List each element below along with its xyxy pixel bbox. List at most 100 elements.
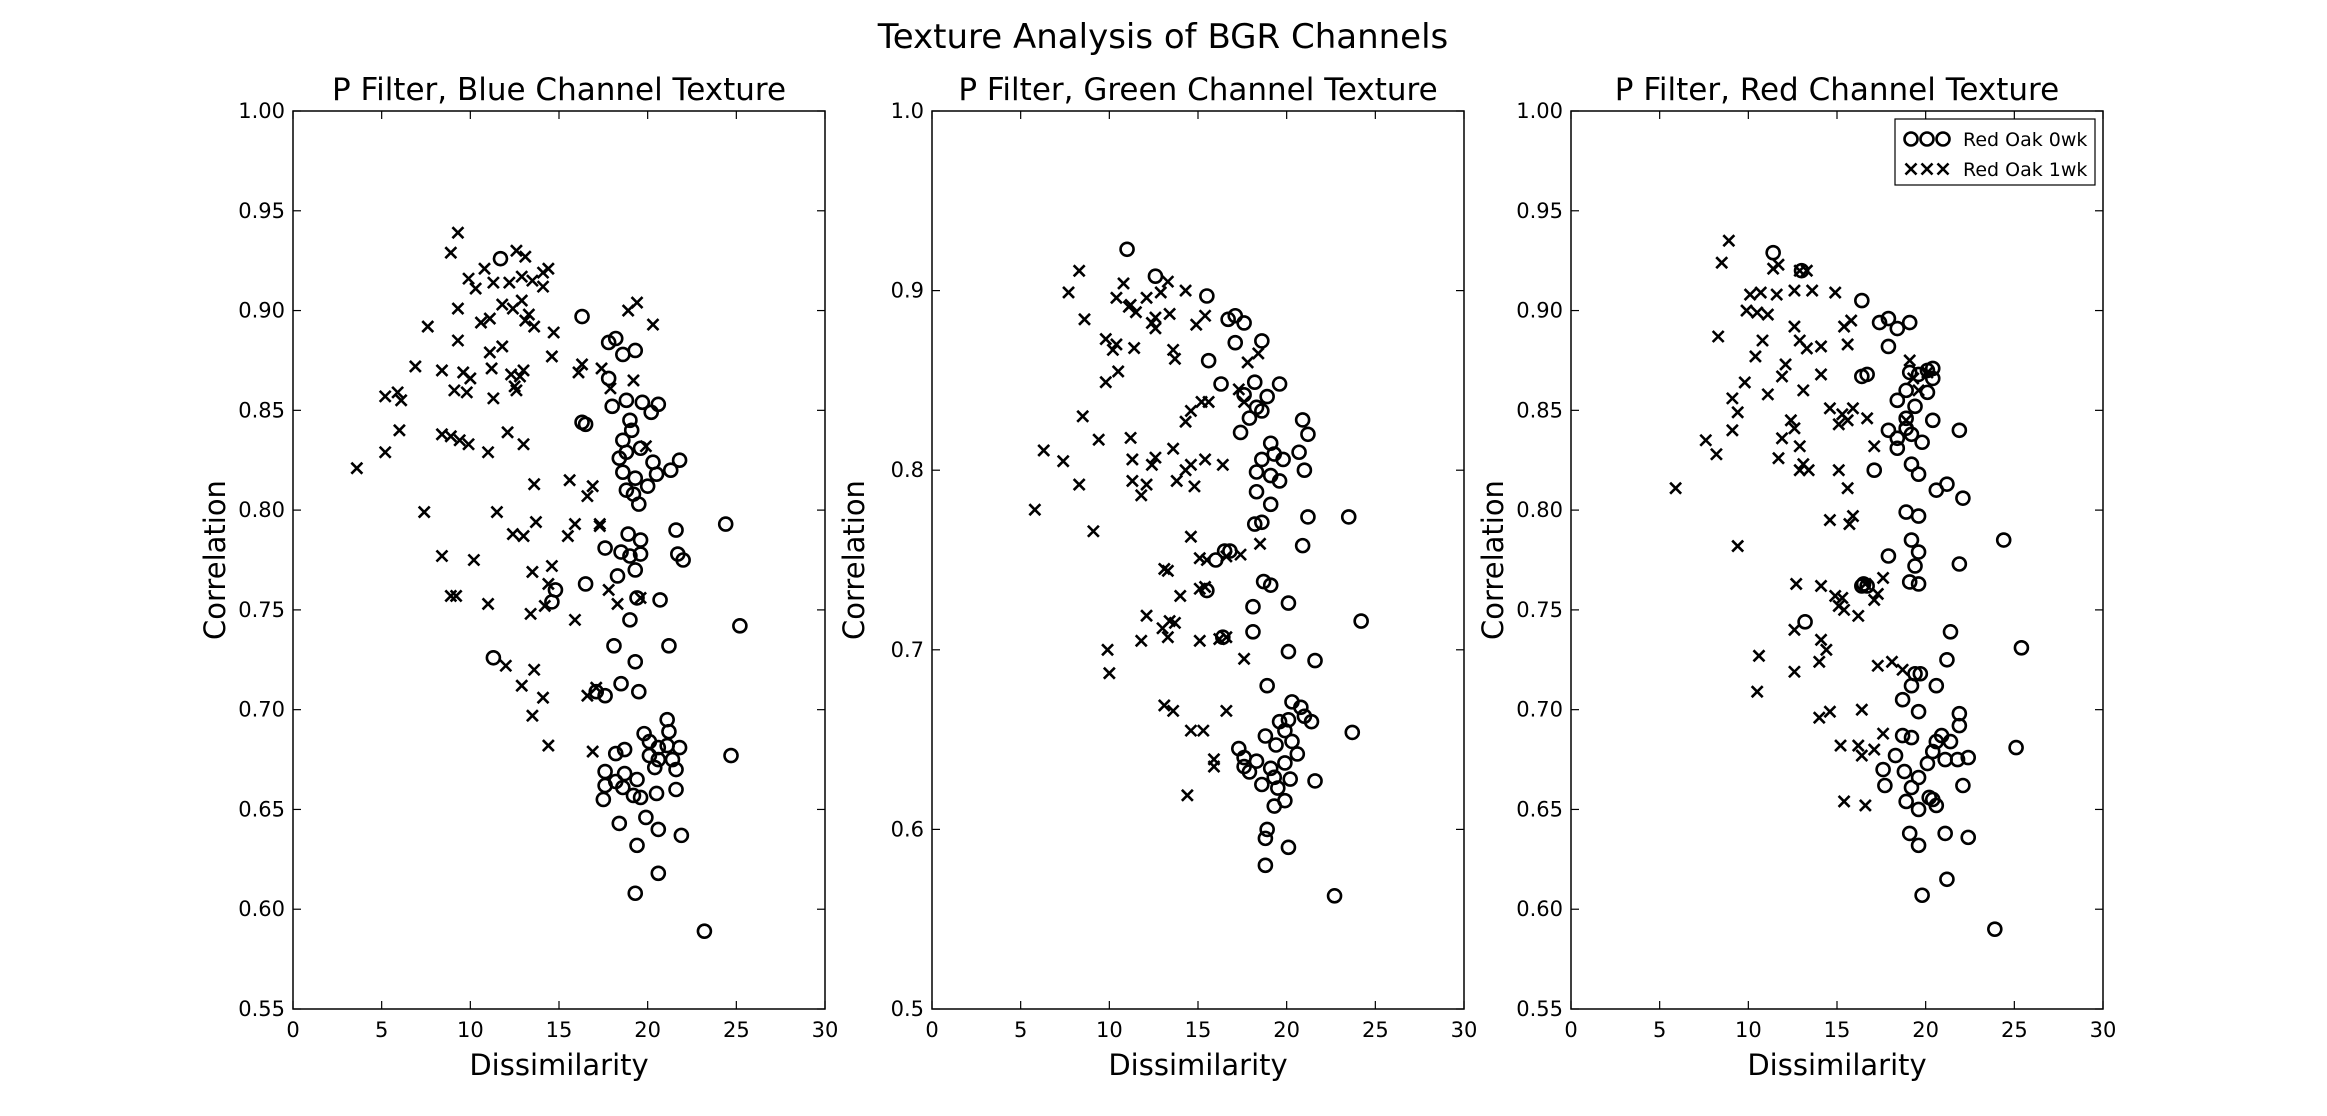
data-point bbox=[547, 326, 561, 339]
y-tick-label: 0.65 bbox=[1516, 797, 1563, 821]
data-point bbox=[1166, 442, 1180, 456]
panel-title: P Filter, Red Channel Texture bbox=[1615, 72, 2059, 108]
data-point bbox=[1145, 458, 1159, 472]
data-point bbox=[1910, 703, 1927, 720]
data-point bbox=[1124, 298, 1138, 312]
data-point bbox=[541, 739, 555, 753]
y-tick-label: 0.8 bbox=[891, 458, 924, 482]
data-point bbox=[1166, 704, 1180, 718]
data-point bbox=[629, 590, 645, 606]
data-point bbox=[1788, 665, 1801, 679]
data-point bbox=[622, 548, 638, 564]
data-point bbox=[1300, 426, 1316, 443]
y-tick-label: 1.00 bbox=[1516, 99, 1563, 123]
data-point bbox=[1841, 338, 1855, 351]
data-point bbox=[593, 519, 607, 533]
data-point bbox=[1715, 256, 1729, 270]
data-point bbox=[510, 244, 523, 258]
data-point bbox=[1213, 376, 1229, 392]
data-point bbox=[1910, 544, 1927, 560]
data-point bbox=[1170, 474, 1184, 488]
data-point bbox=[1168, 352, 1182, 366]
y-tick-label: 0.85 bbox=[238, 398, 285, 422]
data-point bbox=[620, 526, 636, 542]
data-point bbox=[1254, 403, 1270, 419]
data-point bbox=[1184, 530, 1198, 544]
data-point bbox=[1234, 548, 1247, 562]
data-point bbox=[1901, 364, 1918, 381]
data-point bbox=[1147, 268, 1164, 285]
y-tick-label: 0.5 bbox=[891, 997, 924, 1021]
x-tick-label: 5 bbox=[375, 1018, 388, 1042]
data-point bbox=[1901, 314, 1918, 331]
data-point bbox=[1219, 549, 1233, 563]
data-point bbox=[632, 546, 649, 562]
data-point bbox=[1293, 699, 1309, 716]
data-point bbox=[1270, 780, 1286, 796]
data-point bbox=[627, 885, 644, 902]
data-point bbox=[1800, 264, 1814, 278]
x-tick-label: 0 bbox=[286, 1018, 299, 1042]
x-tick-label: 15 bbox=[1185, 1018, 1212, 1042]
data-point bbox=[1789, 577, 1803, 591]
data-point bbox=[1912, 665, 1929, 682]
data-point bbox=[492, 250, 509, 267]
data-point bbox=[732, 618, 748, 634]
data-point bbox=[1910, 769, 1927, 786]
data-point bbox=[1248, 464, 1265, 480]
data-point bbox=[1898, 382, 1914, 399]
data-point bbox=[589, 681, 603, 695]
data-point bbox=[1846, 401, 1860, 415]
y-tick-label: 0.70 bbox=[1516, 698, 1563, 722]
data-point bbox=[408, 360, 422, 373]
data-point bbox=[1198, 309, 1212, 323]
x-tick-label: 20 bbox=[1273, 1018, 1300, 1042]
data-point bbox=[572, 365, 585, 379]
data-point bbox=[1939, 871, 1955, 888]
data-point bbox=[595, 791, 612, 808]
data-point bbox=[1161, 275, 1175, 289]
data-point bbox=[1241, 764, 1258, 780]
data-point bbox=[1775, 431, 1789, 445]
data-point bbox=[1303, 713, 1320, 730]
data-point bbox=[1271, 473, 1288, 489]
legend-marker bbox=[1935, 131, 1951, 147]
data-point bbox=[541, 262, 555, 276]
data-point bbox=[1832, 417, 1846, 431]
data-point bbox=[460, 385, 474, 399]
data-point bbox=[1880, 310, 1897, 327]
data-point bbox=[1156, 621, 1169, 635]
data-point bbox=[483, 346, 497, 359]
y-tick-label: 1.00 bbox=[238, 99, 285, 123]
data-point bbox=[525, 274, 539, 288]
data-point bbox=[495, 298, 509, 311]
data-point bbox=[538, 599, 552, 613]
data-point bbox=[1111, 365, 1125, 378]
data-point bbox=[563, 473, 577, 487]
x-tick-label: 20 bbox=[634, 1018, 661, 1042]
y-axis-label: Correlation bbox=[198, 480, 232, 640]
data-point bbox=[1738, 375, 1752, 389]
data-point bbox=[593, 517, 607, 531]
data-point bbox=[1955, 490, 1971, 506]
data-point bbox=[1880, 422, 1897, 439]
data-point bbox=[1173, 589, 1187, 603]
data-point bbox=[1219, 704, 1233, 718]
data-point bbox=[1805, 284, 1819, 298]
x-tick-label: 30 bbox=[1451, 1018, 1478, 1042]
data-point bbox=[444, 246, 458, 260]
data-point bbox=[501, 425, 514, 439]
data-point bbox=[1268, 737, 1284, 753]
data-point bbox=[1102, 666, 1116, 680]
data-point bbox=[1196, 724, 1210, 738]
data-point bbox=[1117, 276, 1130, 290]
data-point bbox=[634, 394, 651, 411]
data-point bbox=[1814, 340, 1828, 353]
legend-marker bbox=[1904, 162, 1918, 176]
data-point bbox=[541, 577, 555, 591]
data-point bbox=[1951, 717, 1968, 734]
data-point bbox=[1754, 286, 1768, 300]
data-point bbox=[664, 751, 681, 768]
data-point bbox=[1851, 739, 1865, 753]
